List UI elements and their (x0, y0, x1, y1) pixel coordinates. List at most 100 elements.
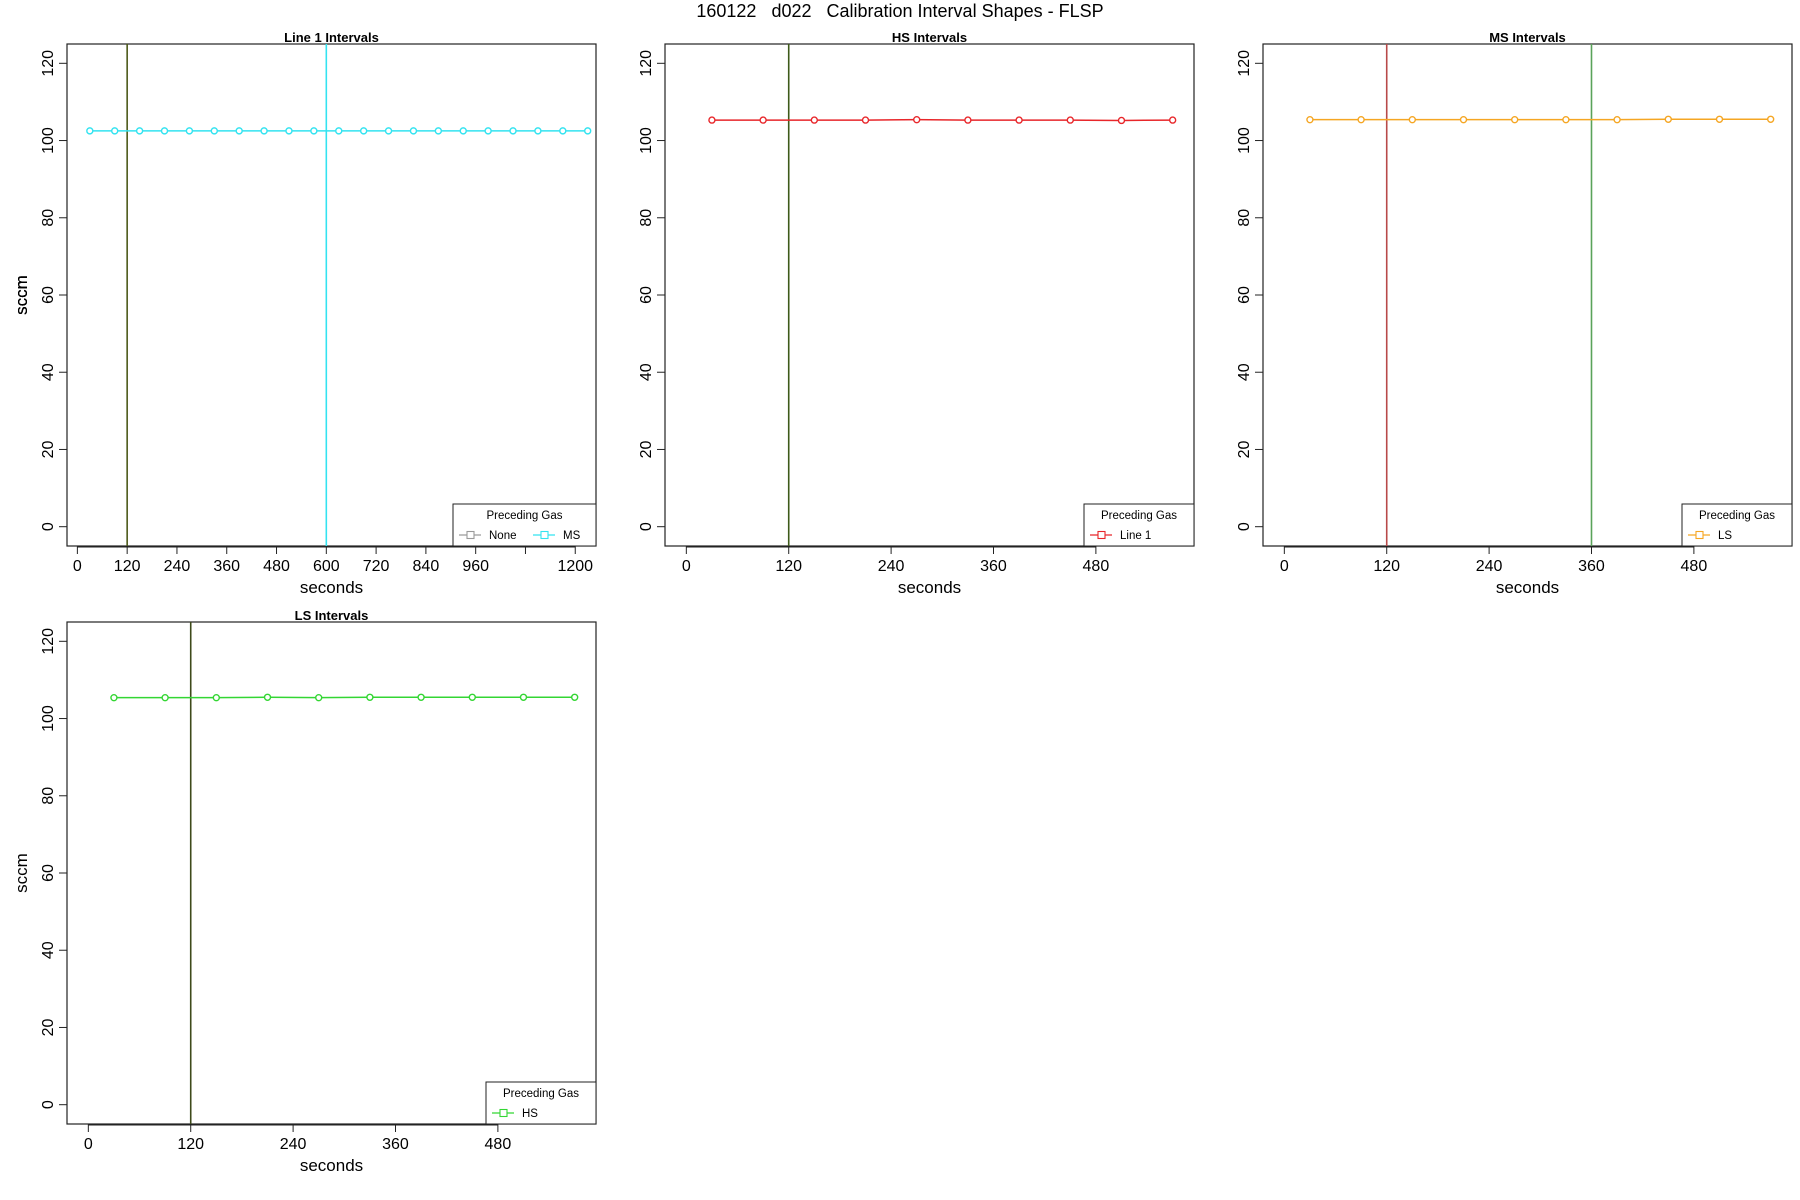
y-tick-label: 120 (1236, 50, 1253, 77)
y-tick-label: 80 (1236, 209, 1253, 227)
chart-panel-1: Line 1 Intervals 0 20 40 60 80 100 120 sccm 0 120 2… (12, 30, 597, 597)
x-tick-label: 360 (382, 1136, 409, 1153)
data-point (1459, 115, 1468, 124)
y-tick-label: 0 (40, 1100, 57, 1109)
x-tick-label: 1200 (557, 558, 593, 575)
data-point (409, 127, 418, 135)
y-tick-label: 20 (40, 1018, 57, 1036)
x-axis-label: seconds (300, 1156, 363, 1175)
x-tick-label: 0 (84, 1136, 93, 1153)
y-axis-label: sccm (12, 275, 31, 315)
legend-label: HS (522, 1108, 538, 1120)
legend: Preceding Gas Line 1 (1083, 503, 1195, 547)
data-point (434, 127, 443, 135)
data-point (1664, 115, 1672, 124)
data-point (86, 127, 94, 135)
data-point (111, 127, 119, 135)
data-point (161, 693, 169, 702)
legend-box (452, 503, 597, 547)
data-point (519, 693, 528, 701)
x-tick-label: 360 (213, 558, 240, 575)
data-point (110, 693, 118, 702)
data-point (263, 693, 272, 701)
y-tick-label: 120 (40, 50, 57, 77)
data-point (212, 693, 221, 702)
data-point (1511, 115, 1519, 124)
data-point (534, 127, 542, 135)
data-point (759, 116, 767, 124)
y-tick-label: 60 (638, 286, 655, 304)
y-tick-label: 80 (40, 209, 57, 227)
legend-title: Preceding Gas (486, 510, 562, 522)
y-tick-label: 20 (638, 440, 655, 458)
y-tick-label: 60 (40, 864, 57, 882)
x-tick-label: 120 (177, 1136, 204, 1153)
legend-label: None (489, 530, 517, 542)
x-tick-label: 240 (878, 558, 905, 575)
data-point (235, 127, 243, 135)
y-axis-label: sccm (12, 275, 31, 315)
legend-label: MS (563, 530, 581, 542)
legend: Preceding Gas None MS (452, 503, 597, 547)
data-point (1408, 115, 1417, 124)
y-axis-label: sccm (12, 853, 31, 893)
x-tick-label: 480 (485, 1136, 512, 1153)
data-point (484, 127, 492, 135)
data-point (570, 693, 579, 701)
x-tick-label: 0 (682, 558, 691, 575)
y-tick-label: 40 (638, 363, 655, 381)
data-point (417, 693, 425, 701)
x-tick-label: 120 (114, 558, 141, 575)
data-point (1715, 115, 1724, 124)
x-tick-label: 240 (164, 558, 191, 575)
data-point (913, 115, 921, 124)
chart-panel-3: MS Intervals 0 20 40 60 80 100 120 sccm 0 120 240 36… (12, 30, 1793, 597)
chart-title: LS Intervals (295, 608, 369, 623)
y-tick-label: 60 (40, 286, 57, 304)
y-tick-label: 120 (40, 628, 57, 655)
data-point (1306, 115, 1314, 124)
chart-title: MS Intervals (1489, 30, 1566, 45)
y-tick-label: 80 (638, 209, 655, 227)
legend-marker (540, 530, 549, 540)
data-point (160, 127, 169, 135)
data-point (359, 127, 368, 135)
x-tick-label: 840 (413, 558, 440, 575)
data-point (468, 693, 476, 701)
y-tick-label: 100 (638, 127, 655, 154)
data-point (135, 127, 144, 135)
legend-marker (499, 1108, 508, 1118)
y-tick-label: 100 (40, 705, 57, 732)
y-tick-label: 20 (1236, 440, 1253, 458)
y-tick-label: 0 (1236, 522, 1253, 531)
data-point (584, 127, 592, 135)
data-point (708, 116, 716, 124)
data-point (285, 127, 293, 135)
x-tick-label: 720 (363, 558, 390, 575)
x-tick-label: 480 (1681, 558, 1708, 575)
legend-title: Preceding Gas (1101, 510, 1177, 522)
x-tick-label: 240 (280, 1136, 307, 1153)
series-line (711, 118, 1173, 122)
y-tick-label: 120 (638, 50, 655, 77)
legend-title: Preceding Gas (1699, 510, 1775, 522)
x-tick-label: 600 (313, 558, 340, 575)
data-point (366, 693, 374, 701)
data-point (810, 116, 819, 124)
y-axis-label: sccm (12, 275, 31, 315)
legend-marker (1097, 530, 1106, 540)
data-point (509, 127, 517, 135)
data-point (559, 127, 567, 135)
y-tick-label: 60 (1236, 286, 1253, 304)
x-tick-label: 360 (980, 558, 1007, 575)
data-point (964, 116, 972, 124)
legend-marker (466, 530, 475, 540)
plot-frame (66, 43, 597, 547)
data-point (260, 127, 268, 135)
y-tick-label: 100 (1236, 127, 1253, 154)
data-point (861, 116, 870, 124)
data-point (315, 693, 323, 702)
data-point (1357, 115, 1365, 124)
y-tick-label: 40 (40, 941, 57, 959)
